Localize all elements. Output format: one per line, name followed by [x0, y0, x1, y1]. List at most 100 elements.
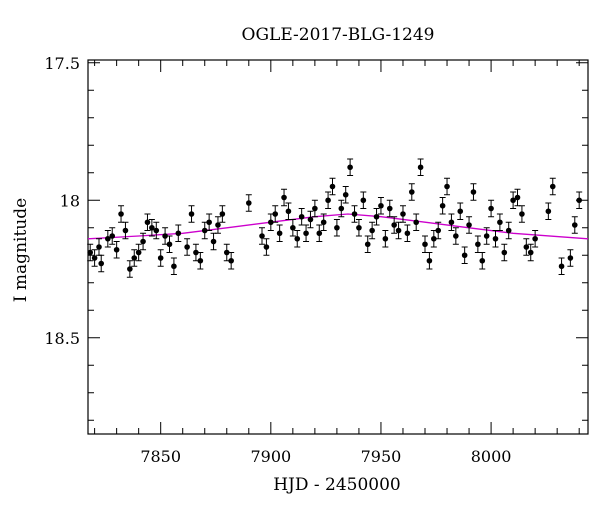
data-point [87, 243, 94, 262]
point-marker [91, 255, 98, 261]
data-point [307, 210, 314, 229]
data-point [298, 208, 305, 226]
point-marker [268, 219, 274, 226]
data-point [532, 230, 539, 248]
data-point [558, 257, 565, 275]
data-point [289, 219, 296, 237]
x-tick-labels: 7850 7900 7950 8000 [140, 447, 511, 466]
point-marker [263, 244, 270, 250]
data-point [439, 197, 446, 215]
point-marker [166, 241, 173, 248]
data-point [571, 216, 578, 234]
point-marker [558, 263, 565, 270]
point-marker [347, 164, 353, 171]
point-marker [157, 255, 164, 261]
point-marker [140, 238, 146, 245]
data-point [153, 221, 160, 240]
data-point [382, 230, 389, 248]
data-point [355, 219, 362, 237]
point-marker [87, 249, 94, 256]
y-tick-label: 18.5 [44, 329, 80, 348]
y-tick-label: 18 [60, 191, 80, 210]
point-marker [342, 191, 349, 198]
point-marker [245, 200, 252, 206]
data-point [329, 177, 336, 196]
point-marker [453, 233, 459, 239]
point-marker [426, 257, 433, 264]
point-marker [228, 257, 234, 264]
data-point [461, 246, 468, 264]
point-marker [417, 164, 424, 171]
point-marker [118, 211, 124, 217]
point-marker [369, 227, 375, 234]
point-marker [184, 244, 190, 250]
point-marker [492, 235, 499, 242]
data-point [228, 252, 235, 270]
point-marker [188, 211, 195, 217]
data-point [276, 224, 283, 242]
point-marker [475, 241, 481, 248]
x-axis-label: HJD - 2450000 [273, 475, 401, 495]
data-point [404, 224, 411, 242]
data-point [126, 260, 133, 278]
model-curve [87, 213, 589, 240]
point-marker [325, 197, 331, 204]
data-point [214, 216, 221, 234]
data-point [267, 213, 274, 231]
point-marker [113, 246, 120, 253]
data-point [347, 158, 354, 176]
point-marker [171, 263, 177, 270]
data-point [219, 205, 226, 223]
y-tick-labels: 17.5 18 18.5 [44, 54, 80, 348]
data-point [399, 205, 406, 223]
data-point [518, 205, 525, 223]
y-tick-label: 17.5 [44, 54, 80, 73]
point-marker [294, 235, 301, 242]
point-marker [276, 230, 283, 237]
data-point [303, 224, 310, 242]
data-point [492, 230, 499, 248]
point-marker [431, 235, 437, 242]
data-point [131, 249, 138, 267]
data-point [391, 216, 398, 234]
point-marker [545, 208, 552, 215]
data-point [360, 191, 367, 209]
point-marker [259, 233, 265, 239]
x-tick-label: 7950 [361, 447, 402, 466]
point-marker [175, 230, 182, 237]
data-point [483, 227, 490, 245]
point-marker [395, 227, 402, 234]
point-marker [439, 202, 446, 209]
data-point [91, 249, 98, 267]
point-marker [290, 224, 296, 231]
point-marker [501, 249, 508, 256]
point-marker [373, 213, 380, 220]
point-marker [413, 219, 419, 226]
data-point [320, 213, 327, 231]
point-marker [149, 224, 155, 231]
data-point [184, 238, 191, 256]
data-point [426, 252, 433, 270]
point-marker [285, 208, 292, 215]
point-marker [210, 238, 217, 245]
data-point [144, 213, 151, 231]
data-point [496, 213, 503, 231]
point-marker [135, 249, 142, 256]
data-point [545, 202, 552, 220]
data-point [505, 221, 512, 240]
point-marker [144, 219, 151, 226]
data-point [325, 191, 332, 209]
point-marker [567, 255, 574, 261]
data-point [351, 205, 358, 223]
data-point [338, 199, 345, 218]
plot-frame [87, 59, 589, 435]
point-marker [400, 211, 406, 217]
model-curve-layer [87, 213, 589, 240]
data-point [109, 227, 116, 245]
point-marker [329, 183, 336, 190]
point-marker [514, 194, 521, 201]
data-point [166, 235, 173, 253]
data-point [488, 199, 495, 218]
point-marker [448, 219, 455, 226]
